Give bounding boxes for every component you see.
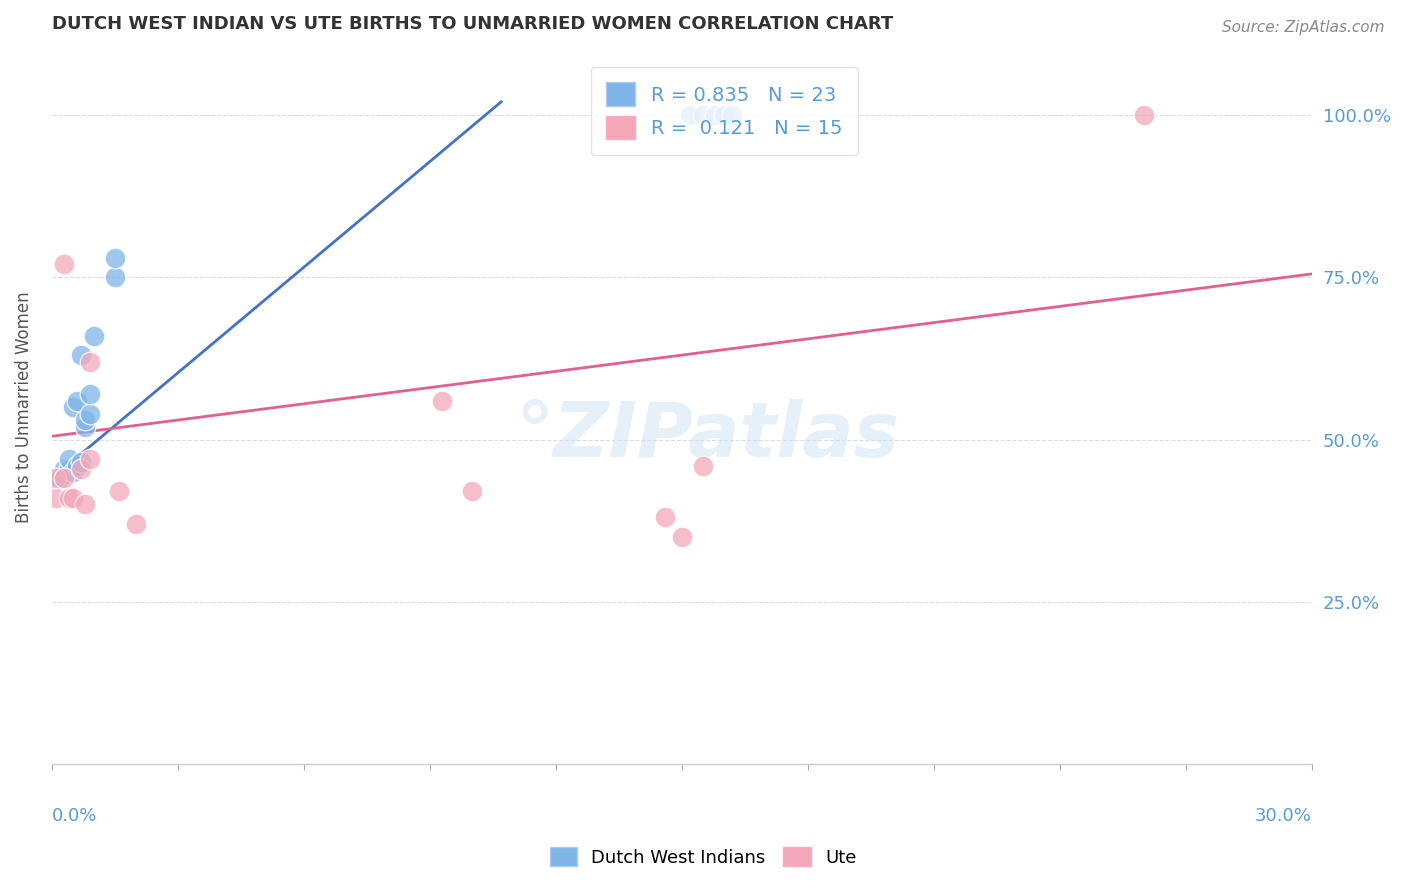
Point: [79, 354, 101, 368]
Point: [45, 471, 67, 485]
Point: [62, 400, 84, 414]
Point: [75, 498, 97, 512]
Point: [45, 491, 67, 505]
Point: [45, 471, 67, 485]
Point: [654, 510, 676, 524]
Point: [713, 108, 735, 122]
Point: [62, 465, 84, 479]
Point: [79, 452, 101, 467]
Point: [79, 407, 101, 421]
Point: [79, 387, 101, 401]
Point: [679, 108, 702, 122]
Text: °ZIPatlas: °ZIPatlas: [515, 399, 900, 473]
Point: [704, 108, 727, 122]
Point: [104, 251, 127, 265]
Point: [75, 413, 97, 427]
Point: [1133, 108, 1156, 122]
Legend: Dutch West Indians, Ute: Dutch West Indians, Ute: [543, 840, 863, 874]
Point: [49, 471, 72, 485]
Point: [692, 108, 714, 122]
Legend: R = 0.835   N = 23, R =  0.121   N = 15: R = 0.835 N = 23, R = 0.121 N = 15: [591, 67, 858, 155]
Point: [53, 462, 76, 476]
Point: [721, 108, 744, 122]
Text: DUTCH WEST INDIAN VS UTE BIRTHS TO UNMARRIED WOMEN CORRELATION CHART: DUTCH WEST INDIAN VS UTE BIRTHS TO UNMAR…: [52, 15, 893, 33]
Point: [58, 452, 80, 467]
Point: [671, 530, 693, 544]
Point: [53, 257, 76, 271]
Point: [432, 393, 454, 408]
Point: [108, 484, 131, 499]
Point: [75, 419, 97, 434]
Text: 0.0%: 0.0%: [52, 807, 97, 825]
Point: [461, 484, 484, 499]
Point: [66, 393, 89, 408]
Point: [70, 348, 93, 362]
Point: [70, 462, 93, 476]
Point: [104, 270, 127, 285]
Point: [62, 491, 84, 505]
Point: [66, 458, 89, 473]
Point: [58, 491, 80, 505]
Text: Source: ZipAtlas.com: Source: ZipAtlas.com: [1222, 20, 1385, 35]
Point: [692, 458, 714, 473]
Point: [125, 516, 148, 531]
Point: [58, 462, 80, 476]
Text: 30.0%: 30.0%: [1256, 807, 1312, 825]
Y-axis label: Births to Unmarried Women: Births to Unmarried Women: [15, 292, 32, 523]
Point: [53, 471, 76, 485]
Point: [83, 328, 105, 343]
Point: [70, 455, 93, 469]
